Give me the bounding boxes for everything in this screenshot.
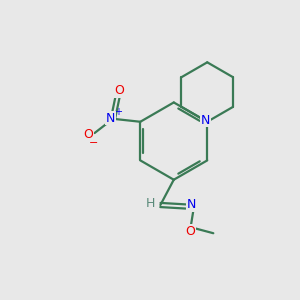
Text: O: O [83,128,93,141]
Text: −: − [88,138,98,148]
Text: O: O [114,84,124,98]
Text: O: O [185,225,195,238]
Text: +: + [114,107,122,117]
Text: H: H [146,197,156,210]
Text: N: N [201,114,210,127]
Text: N: N [106,112,115,125]
Text: N: N [186,199,196,212]
